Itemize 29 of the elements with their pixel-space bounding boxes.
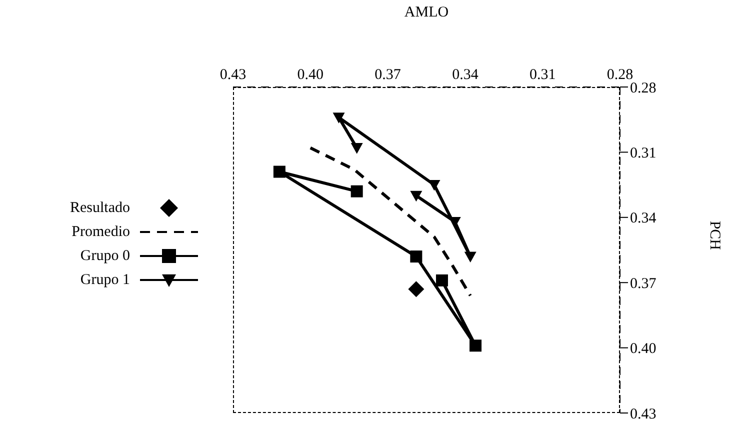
x-tick-label: 0.28 (606, 67, 634, 83)
legend-label: Resultado (70, 200, 130, 216)
point (350, 185, 363, 198)
y-tick-label: 0.43 (630, 406, 656, 422)
point (470, 340, 482, 352)
y-tick-label: 0.31 (630, 146, 656, 162)
x-tick-label: 0.37 (374, 67, 402, 83)
y-tick-label: 0.40 (630, 341, 656, 358)
point (332, 112, 345, 124)
x-tick-label: 0.34 (452, 67, 479, 83)
y-tick-label: 0.37 (630, 276, 657, 292)
x-tick-label: 0.31 (529, 67, 556, 83)
point (464, 252, 476, 263)
point (350, 143, 363, 154)
legend-label: Promedio (72, 224, 130, 240)
y-tick-label: 0.34 (630, 210, 657, 227)
line-series (308, 146, 472, 298)
point (408, 281, 424, 298)
x-tick-label: 0.40 (297, 67, 324, 83)
point (436, 274, 448, 286)
y-tick-label: 0.28 (630, 80, 656, 96)
legend-label: Grupo 0 (80, 248, 130, 264)
point (410, 190, 422, 202)
x-axis-title: AMLO (404, 4, 449, 21)
y-axis-title: PCH (706, 220, 723, 250)
point (273, 166, 286, 178)
legend-label: Grupo 1 (80, 272, 130, 288)
point (410, 250, 422, 263)
x-tick-label: 0.43 (220, 67, 246, 83)
